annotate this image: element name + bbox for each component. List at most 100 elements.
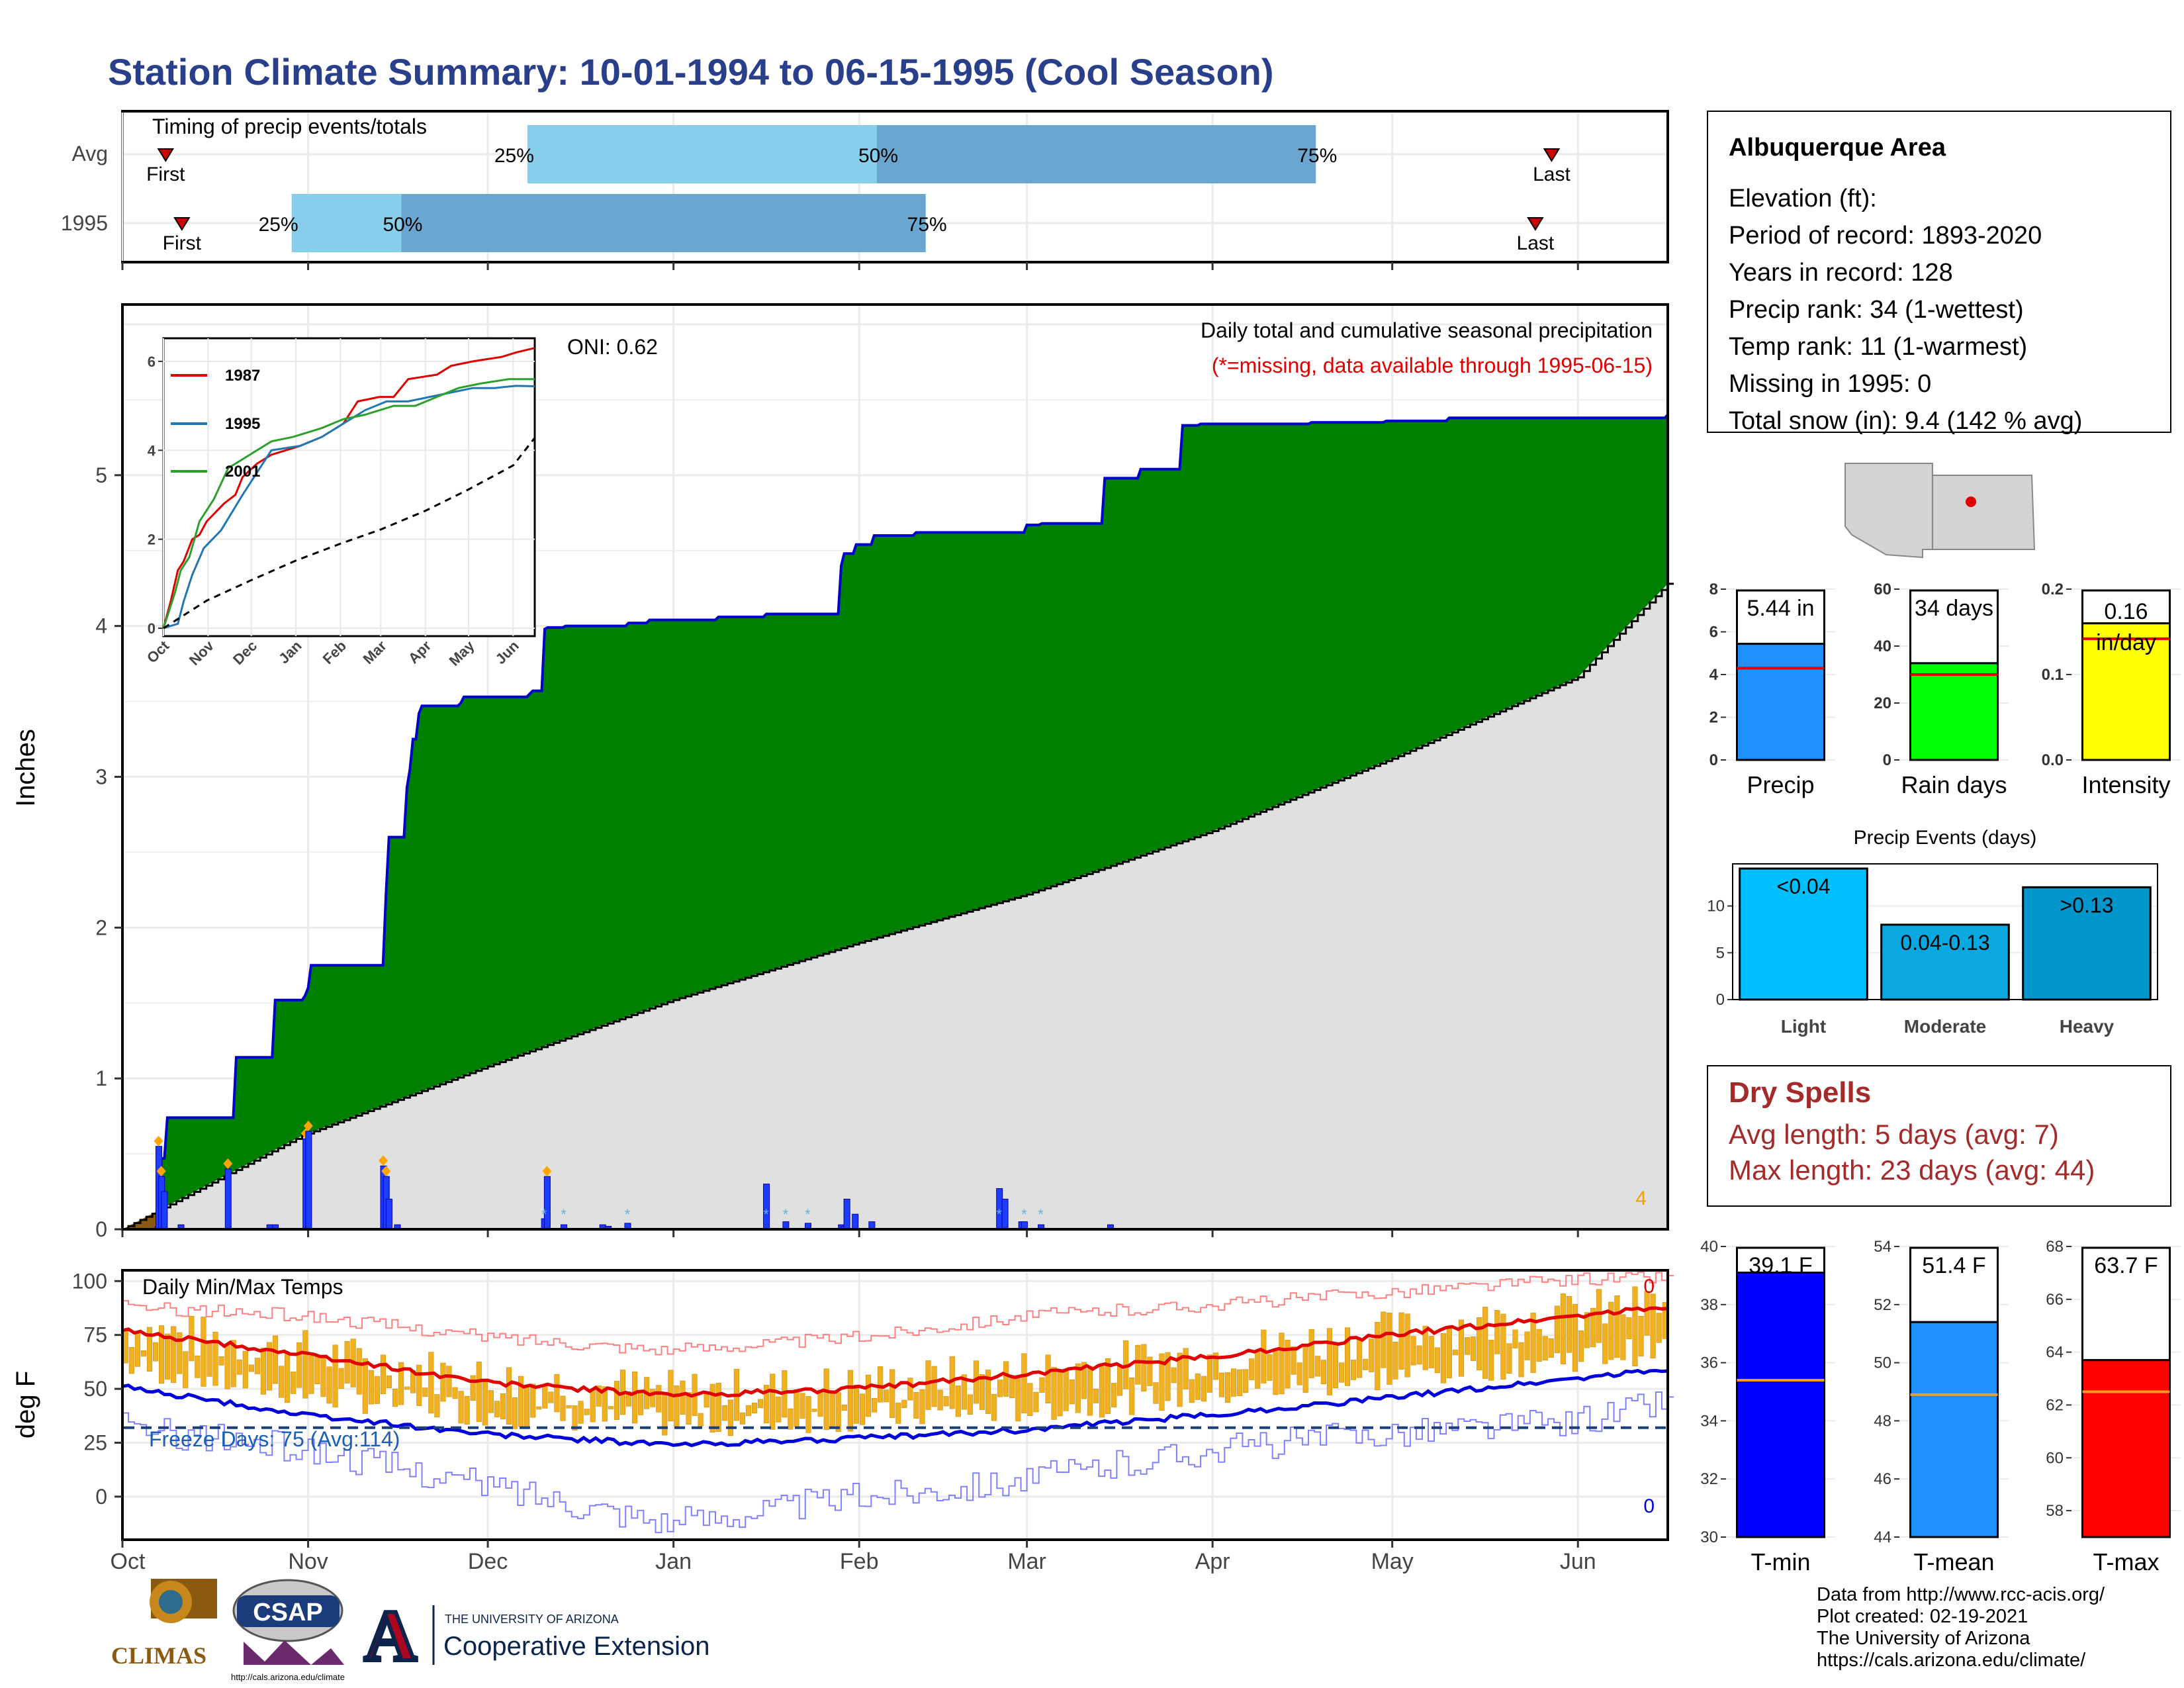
timing-p75-label: 75% bbox=[1297, 145, 1337, 167]
daily-temp-bar bbox=[1422, 1325, 1428, 1370]
mini-y-tick-label: 66 bbox=[2046, 1291, 2064, 1309]
daily-temp-bar bbox=[452, 1387, 458, 1399]
daily-temp-bar bbox=[1111, 1383, 1117, 1407]
daily-temp-bar bbox=[721, 1405, 727, 1421]
daily-temp-bar bbox=[524, 1387, 530, 1427]
daily-temp-bar bbox=[134, 1332, 140, 1367]
daily-temp-bar bbox=[183, 1351, 189, 1388]
daily-temp-bar bbox=[146, 1327, 153, 1372]
daily-temp-bar bbox=[1153, 1382, 1159, 1404]
daily-temp-bar bbox=[506, 1367, 512, 1425]
daily-temp-bar bbox=[572, 1405, 578, 1430]
daily-temp-bar bbox=[907, 1378, 913, 1401]
inset-series-line bbox=[162, 378, 535, 629]
temp-count-bottom: 0 bbox=[1643, 1495, 1655, 1517]
daily-temp-bar bbox=[1314, 1356, 1320, 1377]
daily-temp-bar bbox=[955, 1385, 961, 1417]
daily-temp-bar bbox=[1344, 1327, 1351, 1386]
mini-y-tick-label: 4 bbox=[1709, 666, 1719, 684]
inset-y-tick-label: 2 bbox=[148, 532, 156, 548]
daily-temp-bar bbox=[1087, 1366, 1093, 1416]
daily-temp-bar bbox=[1206, 1354, 1212, 1393]
mini-y-tick-label: 52 bbox=[1874, 1296, 1891, 1314]
events-title: Precip Events (days) bbox=[1854, 827, 2037, 849]
daily-temp-bar bbox=[1297, 1362, 1302, 1385]
timing-row-1995-label: 1995 bbox=[61, 211, 108, 235]
daily-temp-bar bbox=[853, 1384, 859, 1424]
daily-temp-bar bbox=[727, 1399, 733, 1436]
ua-a-icon: A bbox=[364, 1595, 416, 1676]
daily-temp-bar bbox=[1387, 1313, 1392, 1385]
temp-x-tick-label: Mar bbox=[1007, 1549, 1046, 1574]
mini-label-box bbox=[2081, 1246, 2171, 1362]
temp-y-tick-label: 25 bbox=[83, 1430, 107, 1454]
dry-spells-box: Dry Spells Avg length: 5 days (avg: 7) M… bbox=[1707, 1065, 2171, 1207]
timing-p25-label: 25% bbox=[494, 145, 534, 167]
daily-temp-bar bbox=[476, 1362, 482, 1423]
daily-temp-bar bbox=[416, 1364, 422, 1406]
inset-y-tick-label: 0 bbox=[148, 620, 156, 637]
snow-marker-icon bbox=[379, 1155, 388, 1166]
mini-category-label: T-mean bbox=[1913, 1548, 1994, 1575]
observed-cumulative-line bbox=[122, 414, 1669, 1231]
daily-temp-bar bbox=[386, 1375, 392, 1388]
daily-temp-bar bbox=[248, 1364, 254, 1372]
info-line: Period of record: 1893-2020 bbox=[1729, 222, 2042, 250]
daily-temp-bar bbox=[656, 1385, 662, 1413]
daily-temp-bar bbox=[296, 1342, 302, 1388]
temp-y-axis: 0 25 50 75 100 bbox=[72, 1269, 122, 1509]
daily-temp-bar bbox=[1458, 1319, 1465, 1377]
daily-temp-bar bbox=[1381, 1311, 1387, 1368]
record-max-line bbox=[122, 1271, 1674, 1356]
timing-p75-label: 75% bbox=[907, 214, 947, 236]
daily-temp-bar bbox=[925, 1360, 931, 1410]
temp-y-tick-label: 100 bbox=[72, 1269, 107, 1293]
daily-temp-bar bbox=[1057, 1370, 1063, 1417]
info-line: Years in record: 128 bbox=[1729, 259, 1953, 287]
daily-temp-bar bbox=[1117, 1366, 1123, 1396]
daily-temp-bar bbox=[1326, 1328, 1332, 1395]
daily-temp-bar bbox=[195, 1355, 201, 1378]
daily-temp-bar bbox=[788, 1408, 794, 1430]
events-category-label: Heavy bbox=[2060, 1016, 2115, 1037]
daily-temp-bar bbox=[177, 1332, 183, 1374]
csap-mountain-icon bbox=[244, 1640, 344, 1665]
daily-temp-bar bbox=[1189, 1379, 1195, 1403]
temp-x-tick-label: Dec bbox=[468, 1549, 508, 1574]
info-line: Missing in 1995: 0 bbox=[1729, 370, 1931, 398]
daily-temp-bar bbox=[1638, 1316, 1644, 1356]
events-bar bbox=[1739, 867, 1868, 1001]
daily-temp-bar bbox=[422, 1387, 428, 1397]
daily-temp-bar bbox=[380, 1354, 387, 1395]
dry-frame bbox=[1707, 1065, 2171, 1207]
daily-temp-bar bbox=[434, 1394, 440, 1418]
daily-temp-bar bbox=[212, 1331, 218, 1386]
daily-temp-bar bbox=[1446, 1325, 1452, 1378]
daily-temp-bar bbox=[308, 1355, 314, 1394]
daily-temp-bar bbox=[1039, 1377, 1045, 1393]
daily-temp-bar bbox=[895, 1402, 901, 1424]
inset-y-tick-label: 4 bbox=[148, 442, 156, 459]
daily-temp-bar bbox=[1285, 1340, 1291, 1389]
daily-temp-bar bbox=[614, 1381, 619, 1420]
events-bar-label: <0.04 bbox=[1777, 874, 1831, 898]
first-marker-icon bbox=[157, 148, 175, 162]
mini-bar bbox=[1909, 1321, 1999, 1538]
daily-temp-bar bbox=[1069, 1379, 1075, 1405]
temp-y-tick-label: 50 bbox=[83, 1377, 107, 1401]
daily-temp-bar bbox=[823, 1368, 829, 1430]
daily-temp-bar bbox=[554, 1374, 560, 1413]
trace-snow-icon: * bbox=[561, 1206, 567, 1223]
ua-logo: A THE UNIVERSITY OF ARIZONA Cooperative … bbox=[362, 1593, 709, 1678]
temp-x-tick-label: Jan bbox=[655, 1549, 692, 1574]
daily-temp-bar bbox=[1656, 1313, 1662, 1343]
daily-temp-bar bbox=[428, 1352, 434, 1414]
daily-temp-bar bbox=[326, 1366, 332, 1404]
daily-temp-bar bbox=[1554, 1305, 1560, 1354]
logos: CLIMAS CSAP http://cals.arizona.edu/clim… bbox=[111, 1579, 709, 1682]
mini-y-tick-label: 54 bbox=[1874, 1238, 1891, 1256]
mini-y-tick-label: 30 bbox=[1700, 1528, 1718, 1546]
timing-bar-50-75 bbox=[877, 125, 1316, 183]
info-line: Total snow (in): 9.4 (142 % avg) bbox=[1729, 407, 2082, 435]
